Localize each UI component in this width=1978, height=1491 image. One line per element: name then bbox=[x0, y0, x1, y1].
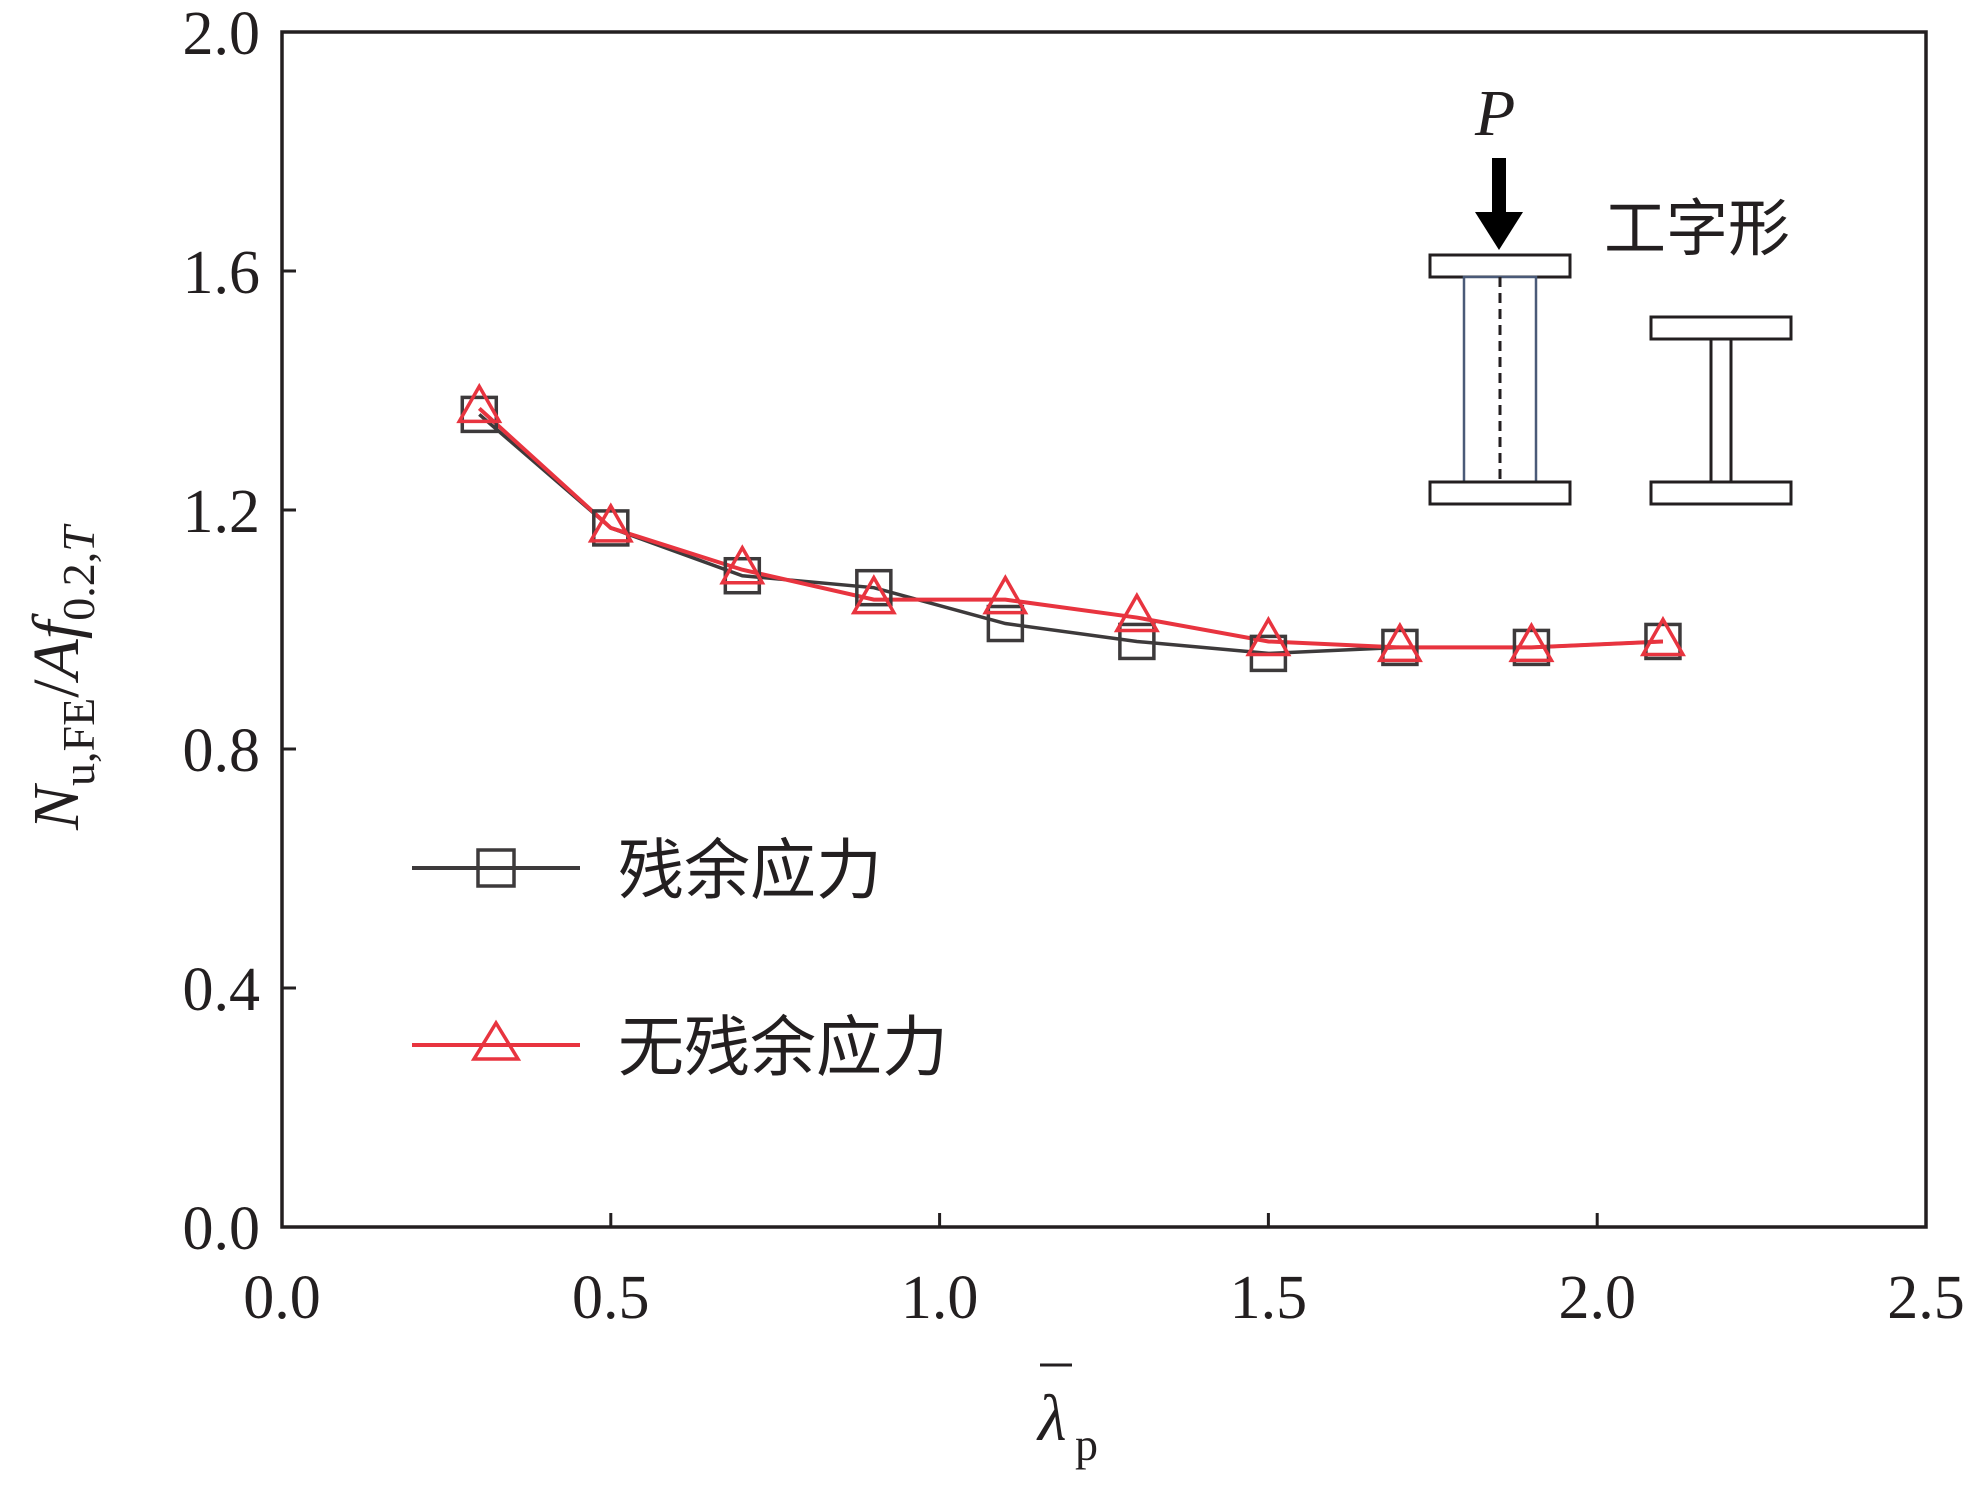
data-point-square bbox=[1512, 628, 1551, 667]
y-tick-label: 1.6 bbox=[183, 239, 261, 307]
i-section-top-flange bbox=[1649, 315, 1793, 341]
y-axis-title-n: N bbox=[20, 782, 93, 831]
data-point-triangle bbox=[1113, 592, 1160, 633]
x-tick-label: 0.5 bbox=[572, 1264, 650, 1332]
data-point-triangle bbox=[456, 382, 503, 424]
data-point-triangle bbox=[850, 574, 897, 615]
series-layer bbox=[456, 382, 1686, 673]
x-tick-label: 2.5 bbox=[1887, 1264, 1965, 1332]
legend-label-residual: 残余应力 bbox=[618, 832, 882, 909]
data-point-square bbox=[1118, 622, 1156, 661]
y-axis-title: Nu,FE/Af0.2,T bbox=[20, 523, 104, 831]
y-tick-label: 0.8 bbox=[183, 717, 261, 785]
x-tick-label: 0.0 bbox=[243, 1264, 321, 1332]
column-bottom-flange bbox=[1428, 480, 1572, 506]
y-tick-label: 0.0 bbox=[183, 1195, 261, 1263]
data-point-square bbox=[592, 509, 630, 547]
x-tick-label: 2.0 bbox=[1558, 1264, 1636, 1332]
y-axis-title-n-sub: u,FE bbox=[53, 698, 104, 786]
data-point-triangle bbox=[1508, 621, 1555, 663]
legend: 残余应力 无残余应力 bbox=[412, 832, 948, 1086]
data-point-triangle bbox=[982, 574, 1029, 615]
i-section-bottom-flange bbox=[1649, 480, 1793, 506]
svg-text:Nu,FE/Af0.2,T: Nu,FE/Af0.2,T bbox=[20, 523, 104, 831]
legend-item-residual: 残余应力 bbox=[412, 832, 882, 909]
plot-frame bbox=[280, 30, 1928, 1229]
data-point-triangle bbox=[1245, 615, 1292, 657]
x-axis-title-sub: p bbox=[1075, 1419, 1098, 1470]
data-point-square bbox=[855, 568, 893, 607]
data-point-triangle bbox=[1376, 621, 1423, 663]
data-point-square bbox=[1381, 628, 1419, 667]
column-top-flange bbox=[1428, 253, 1572, 279]
legend-marker-triangle bbox=[470, 1019, 522, 1061]
y-tick-label: 2.0 bbox=[183, 0, 261, 68]
data-point-square bbox=[1644, 622, 1682, 661]
x-tick-label: 1.5 bbox=[1230, 1264, 1308, 1332]
y-axis-title-af: Af bbox=[20, 613, 93, 683]
y-axis-title-t: T bbox=[53, 523, 104, 552]
data-point-triangle bbox=[719, 544, 766, 585]
data-point-triangle bbox=[587, 502, 634, 543]
inset-load-label: P bbox=[1474, 77, 1515, 150]
x-tick-label: 1.0 bbox=[901, 1264, 979, 1332]
y-axis-title-f-sub: 0.2, bbox=[53, 552, 104, 621]
data-point-square bbox=[986, 604, 1025, 643]
load-arrow-head bbox=[1475, 212, 1523, 250]
legend-item-no-residual: 无残余应力 bbox=[412, 1009, 948, 1086]
inset-section-label: 工字形 bbox=[1604, 192, 1790, 265]
series-line-1 bbox=[477, 406, 1664, 650]
x-axis-ticks: 0.0 0.5 1.0 1.5 2.0 2.5 bbox=[243, 1213, 1965, 1332]
y-axis-title-slash: / bbox=[20, 679, 93, 698]
i-section-web bbox=[1709, 337, 1733, 484]
data-point-triangle bbox=[1639, 615, 1686, 657]
y-axis-ticks: 0.0 0.4 0.8 1.2 1.6 2.0 bbox=[183, 0, 296, 1263]
y-tick-label: 0.4 bbox=[183, 956, 261, 1024]
inset-section-sketch: P 工字形 bbox=[1428, 77, 1793, 506]
x-axis-title: λ p bbox=[1036, 1363, 1098, 1470]
legend-marker-square bbox=[476, 848, 516, 888]
y-tick-label: 1.2 bbox=[183, 478, 261, 546]
x-axis-title-main: λ bbox=[1036, 1382, 1067, 1455]
legend-label-no-residual: 无残余应力 bbox=[618, 1009, 948, 1086]
